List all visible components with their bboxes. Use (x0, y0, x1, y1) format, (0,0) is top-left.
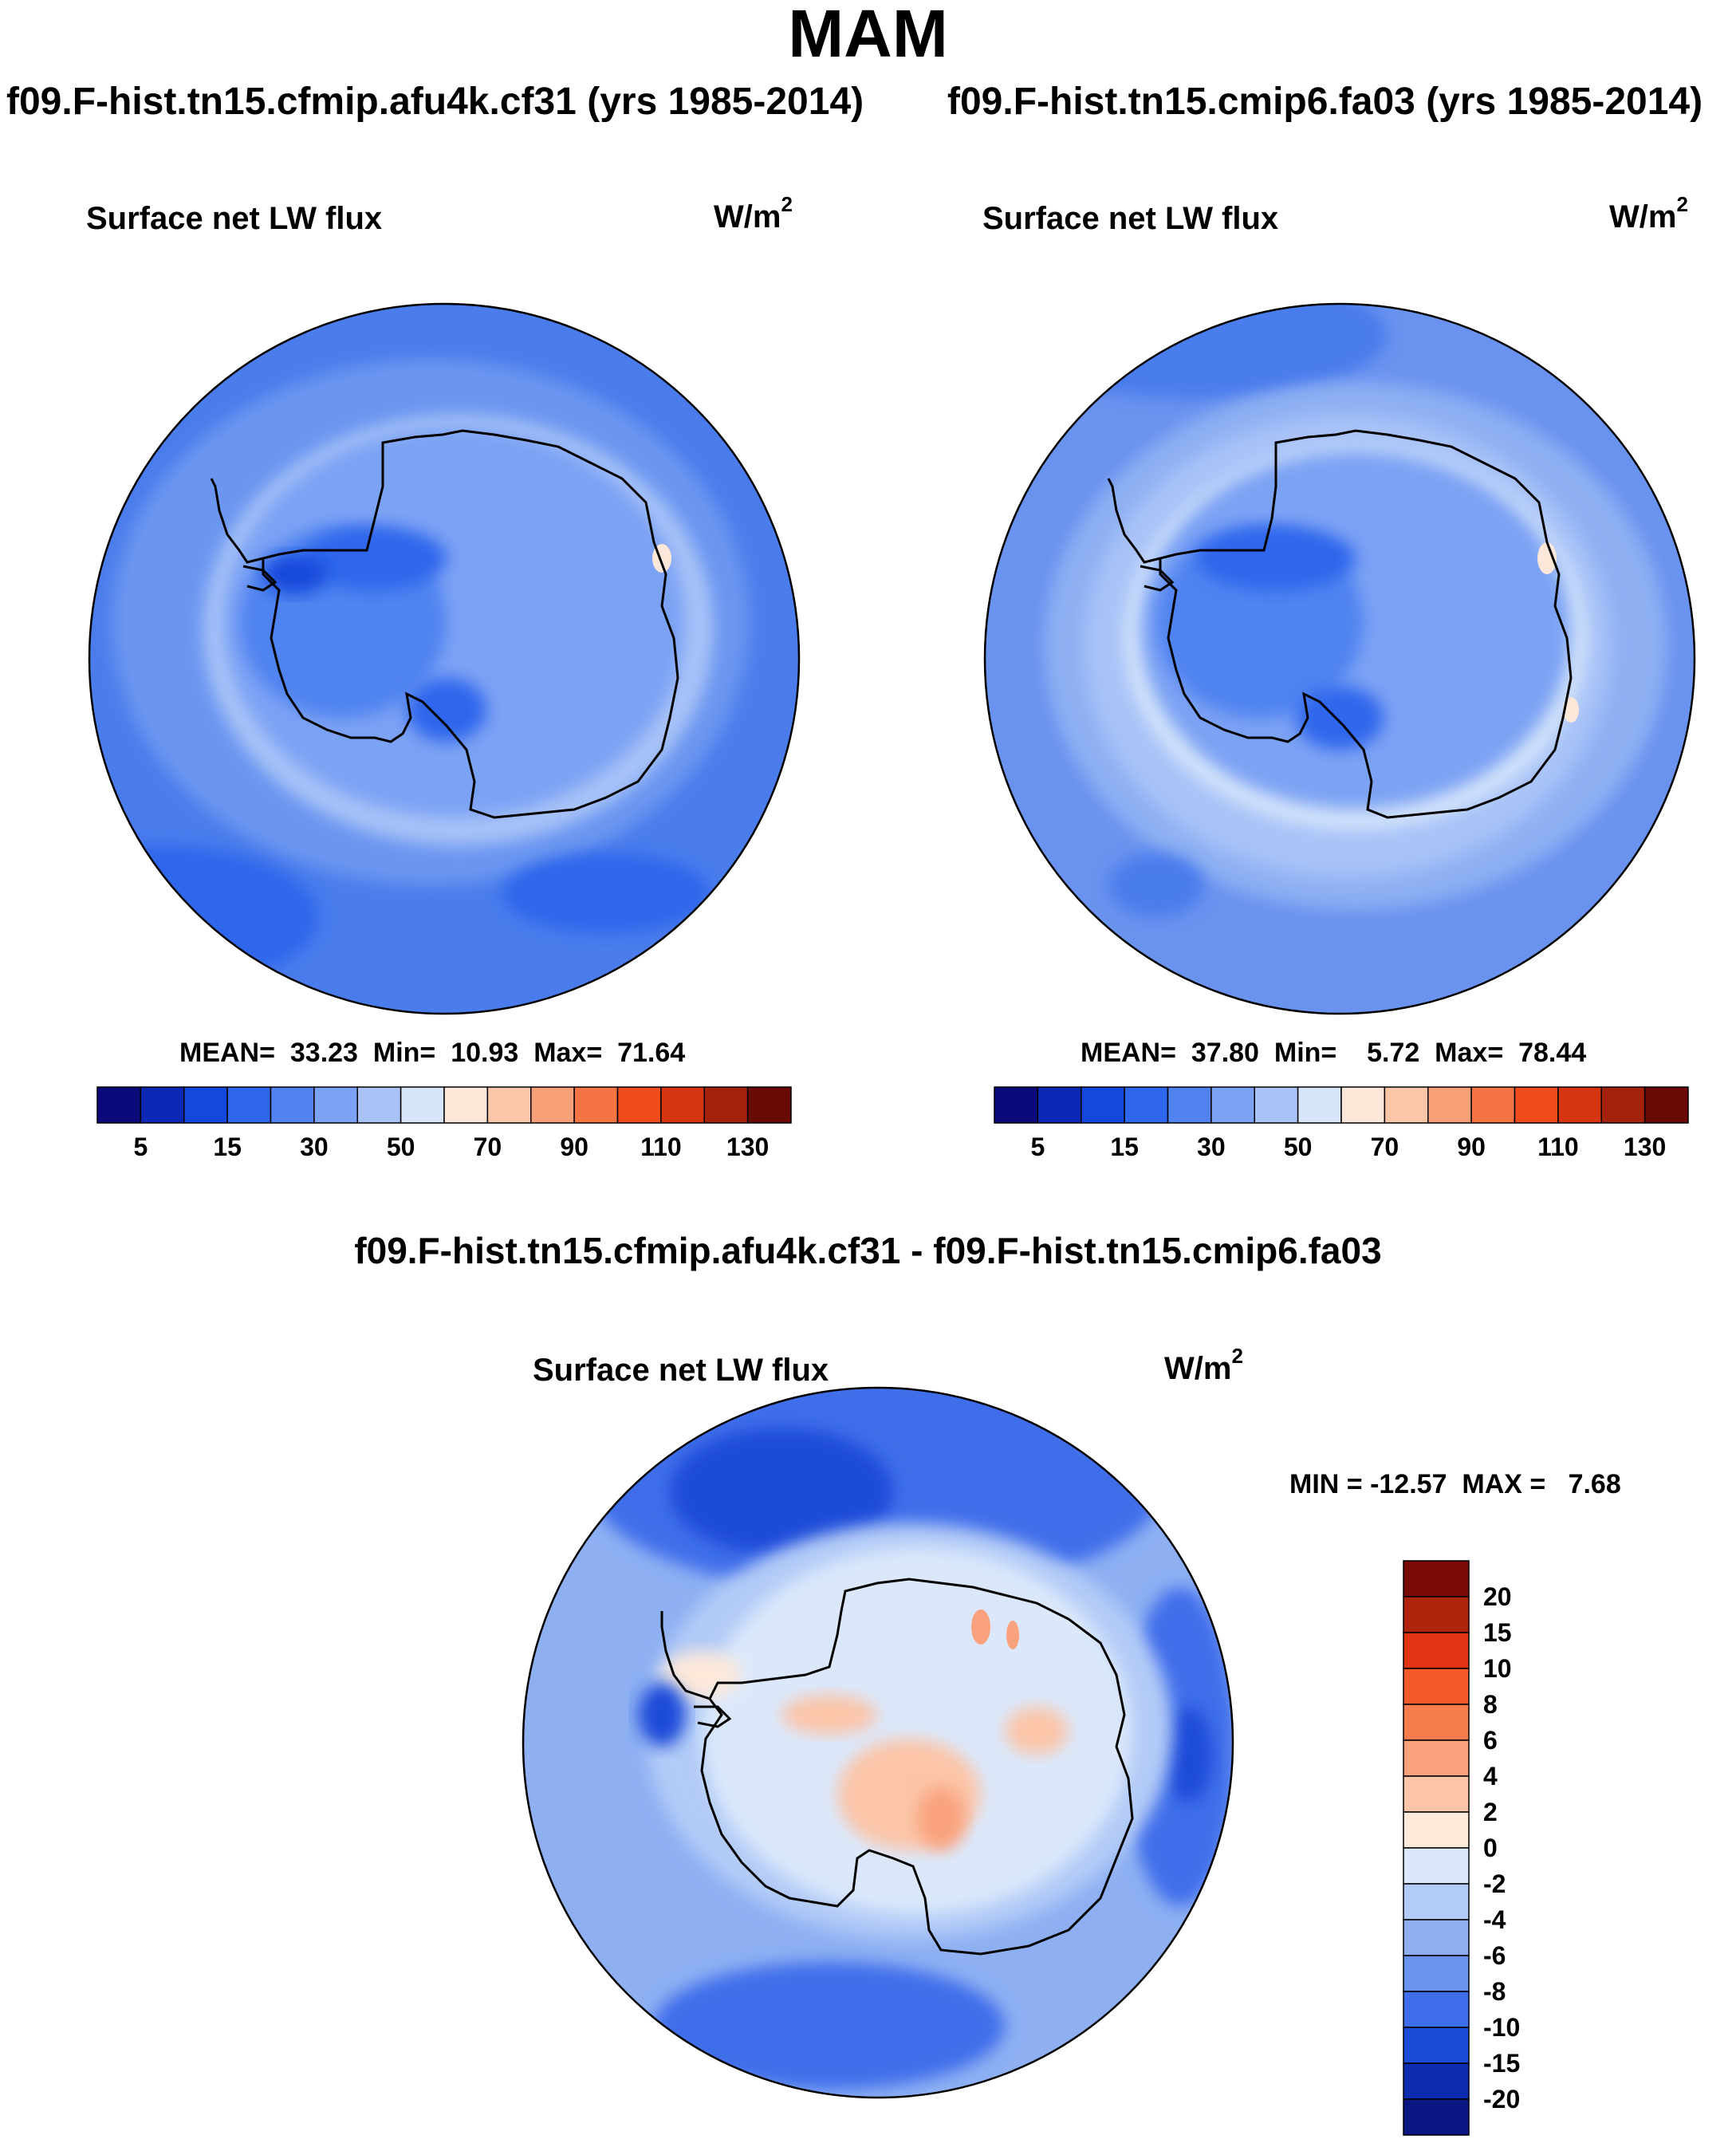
panel3-colorbar-tick-label: 10 (1483, 1654, 1512, 1683)
panel3-units: W/m2 (1164, 1344, 1243, 1386)
panel3-colorbar-tick-label: -2 (1483, 1869, 1506, 1898)
panel1-stats: MEAN= 33.23 Min= 10.93 Max= 71.64 (179, 1038, 686, 1068)
panel3-colorbar-tick-label: -6 (1483, 1941, 1506, 1970)
diff-title: f09.F-hist.tn15.cfmip.afu4k.cf31 - f09.F… (354, 1230, 1382, 1271)
panel1-units: W/m2 (714, 192, 793, 234)
panel2-colorbar-box (994, 1086, 1039, 1124)
panel3-colorbar-tick-label: -20 (1483, 2085, 1521, 2114)
panel3-colorbar-tick-label: -4 (1483, 1905, 1506, 1934)
panel1-colorbar-tick-label: 70 (473, 1133, 502, 1161)
panel2-colorbar-box (1210, 1086, 1255, 1124)
panel3-variable-label: Surface net LW flux (533, 1353, 829, 1388)
panel2-colorbar-box (1470, 1086, 1516, 1124)
panel3-antarctica-coastline (700, 1578, 1134, 1956)
panel3-colorbar-box (1403, 1596, 1470, 1633)
panel3-colorbar-tick-label: 2 (1483, 1798, 1498, 1826)
panel3-field (523, 1388, 1233, 2098)
panel3-colorbar-box (1403, 1668, 1470, 1705)
panel1-colorbar-box (356, 1086, 402, 1124)
panel1-run-title: f09.F-hist.tn15.cfmip.afu4k.cf31 (yrs 19… (6, 81, 864, 123)
panel3-colorbar-box (1403, 1704, 1470, 1741)
panel2-colorbar-box (1297, 1086, 1342, 1124)
panel3-colorbar-tick-label: -8 (1483, 1977, 1506, 2006)
panel3-colorbar-box (1403, 1919, 1470, 1956)
panel3-colorbar-box (1403, 1991, 1470, 2028)
panel3-colorbar-tick-label: 4 (1483, 1762, 1498, 1790)
panel3-colorbar-box (1403, 2062, 1470, 2100)
panel2-colorbar-box (1427, 1086, 1472, 1124)
panel3-colorbar-box (1403, 1883, 1470, 1920)
panel3-colorbar-tick-label: 15 (1483, 1618, 1512, 1647)
panel1-colorbar-tick-label: 130 (726, 1133, 770, 1161)
panel1-colorbar-tick-label: 30 (300, 1133, 329, 1161)
panel2-colorbar-box (1643, 1086, 1689, 1124)
panel3-colorbar-box (1403, 1739, 1470, 1777)
panel1-colorbar-box (530, 1086, 575, 1124)
panel1-colorbar-tick-label: 110 (640, 1133, 682, 1161)
panel1-variable-label: Surface net LW flux (86, 201, 383, 236)
panel3-colorbar-box (1403, 1560, 1470, 1597)
figure-season-title: MAM (788, 0, 948, 71)
panel1-colorbar-tick-label: 15 (213, 1133, 242, 1161)
panel3-colorbar-box (1403, 2098, 1470, 2136)
panel1-colorbar-box (140, 1086, 185, 1124)
panel1-colorbar-box (443, 1086, 489, 1124)
panel2-colorbar-tick-label: 30 (1197, 1133, 1226, 1161)
panel2-colorbar-box (1167, 1086, 1212, 1124)
panel2-colorbar-box (1514, 1086, 1559, 1124)
panel2-colorbar-box (1254, 1086, 1299, 1124)
panel3-colorbar-box (1403, 1955, 1470, 1992)
panel3-colorbar-box (1403, 1632, 1470, 1669)
panel1-antarctica-coastline (262, 429, 679, 819)
panel1-colorbar-box (746, 1086, 792, 1124)
panel1-colorbar-tick-label: 5 (133, 1133, 148, 1161)
panel1-colorbar-box (486, 1086, 532, 1124)
panel3-colorbar-box (1403, 1847, 1470, 1885)
panel2-run-title: f09.F-hist.tn15.cmip6.fa03 (yrs 1985-201… (947, 81, 1703, 123)
panel2-colorbar-box (1557, 1086, 1602, 1124)
panel2-colorbar-box (1124, 1086, 1169, 1124)
panel3-colorbar-tick-label: -10 (1483, 2013, 1521, 2042)
panel2-colorbar-tick-label: 130 (1623, 1133, 1667, 1161)
panel3-colorbar-box (1403, 1811, 1470, 1849)
panel2-antarctica-coastline (1159, 429, 1573, 819)
panel1-colorbar-tick-label: 50 (386, 1133, 415, 1161)
panel1-colorbar (96, 1086, 792, 1124)
panel2-colorbar-box (1340, 1086, 1386, 1124)
panel2-stats: MEAN= 37.80 Min= 5.72 Max= 78.44 (1081, 1038, 1587, 1068)
panel3-colorbar-tick-label: 0 (1483, 1834, 1498, 1862)
panel3-colorbar-box (1403, 2027, 1470, 2064)
panel3-colorbar-box (1403, 1775, 1470, 1813)
panel2-colorbar-tick-label: 90 (1457, 1133, 1486, 1161)
panel2-colorbar-tick-label: 15 (1110, 1133, 1139, 1161)
panel2-colorbar-tick-label: 110 (1537, 1133, 1579, 1161)
panel3-colorbar-tick-label: -15 (1483, 2049, 1521, 2078)
panel2-units: W/m2 (1609, 192, 1688, 234)
panel3-colorbar-tick-label: 20 (1483, 1582, 1512, 1611)
panel2-colorbar-tick-label: 5 (1030, 1133, 1045, 1161)
panel3-colorbar-tick-label: 8 (1483, 1690, 1498, 1719)
panel1-colorbar-box (226, 1086, 272, 1124)
panel2-variable-label: Surface net LW flux (982, 201, 1279, 236)
panel1-colorbar-tick-label: 90 (560, 1133, 589, 1161)
panel2-colorbar (994, 1086, 1689, 1124)
panel3-minmax: MIN = -12.57 MAX = 7.68 (1289, 1469, 1621, 1499)
panel3-colorbar-tick-label: 6 (1483, 1726, 1498, 1755)
panel2-field (985, 304, 1695, 1014)
panel1-field (89, 304, 799, 1014)
panel2-colorbar-tick-label: 50 (1283, 1133, 1313, 1161)
panel1-colorbar-box (616, 1086, 662, 1124)
panel3-colorbar (1403, 1560, 1470, 2136)
panel1-colorbar-box (183, 1086, 228, 1124)
panel2-colorbar-tick-label: 70 (1370, 1133, 1399, 1161)
